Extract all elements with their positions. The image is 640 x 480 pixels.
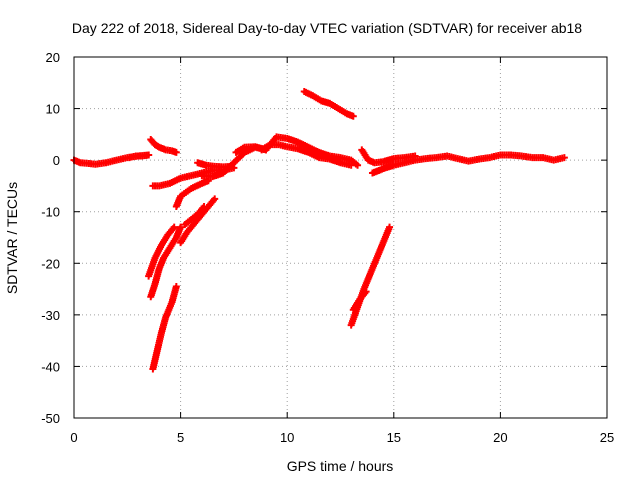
x-tick-label: 25 (600, 430, 614, 445)
y-tick-labels: -50 -40 -30 -20 -10 0 10 20 (41, 50, 60, 426)
data-point-arc-12 (560, 154, 568, 162)
x-axis-label: GPS time / hours (287, 458, 394, 474)
data-point-arc-8 (354, 161, 362, 169)
data-point-arc-18 (386, 223, 394, 231)
data-point-arc-9 (347, 161, 355, 169)
plot-frame (73, 56, 608, 419)
y-tick-label: -20 (41, 256, 60, 271)
y-axis-label: SDTVAR / TECUs (4, 182, 20, 294)
y-tick-label: 10 (46, 102, 60, 117)
y-tick-label: -50 (41, 411, 60, 426)
y-tick-label: -30 (41, 308, 60, 323)
data-point-arc-13 (177, 223, 185, 231)
x-tick-label: 0 (70, 430, 77, 445)
y-tick-label: 20 (46, 50, 60, 65)
data-point-arc-15 (211, 195, 219, 203)
x-tick-label: 5 (177, 430, 184, 445)
x-tick-labels: 0 5 10 15 20 25 (70, 430, 614, 445)
data-point-arc-16 (200, 203, 208, 211)
data-point-arc-17 (172, 282, 180, 290)
data-point-arc-10 (349, 112, 357, 120)
x-tick-label: 20 (493, 430, 507, 445)
chart-title: Day 222 of 2018, Sidereal Day-to-day VTE… (72, 20, 582, 36)
data-points (70, 88, 568, 373)
data-point-arc-19 (362, 288, 370, 296)
y-tick-label: -40 (41, 359, 60, 374)
y-tick-label: -10 (41, 205, 60, 220)
data-point-arc-14 (170, 223, 178, 231)
data-point-arc-3 (145, 151, 153, 159)
x-tick-label: 15 (387, 430, 401, 445)
data-point-arc-2 (172, 148, 180, 156)
x-tick-label: 10 (280, 430, 294, 445)
y-tick-label: 0 (53, 153, 60, 168)
